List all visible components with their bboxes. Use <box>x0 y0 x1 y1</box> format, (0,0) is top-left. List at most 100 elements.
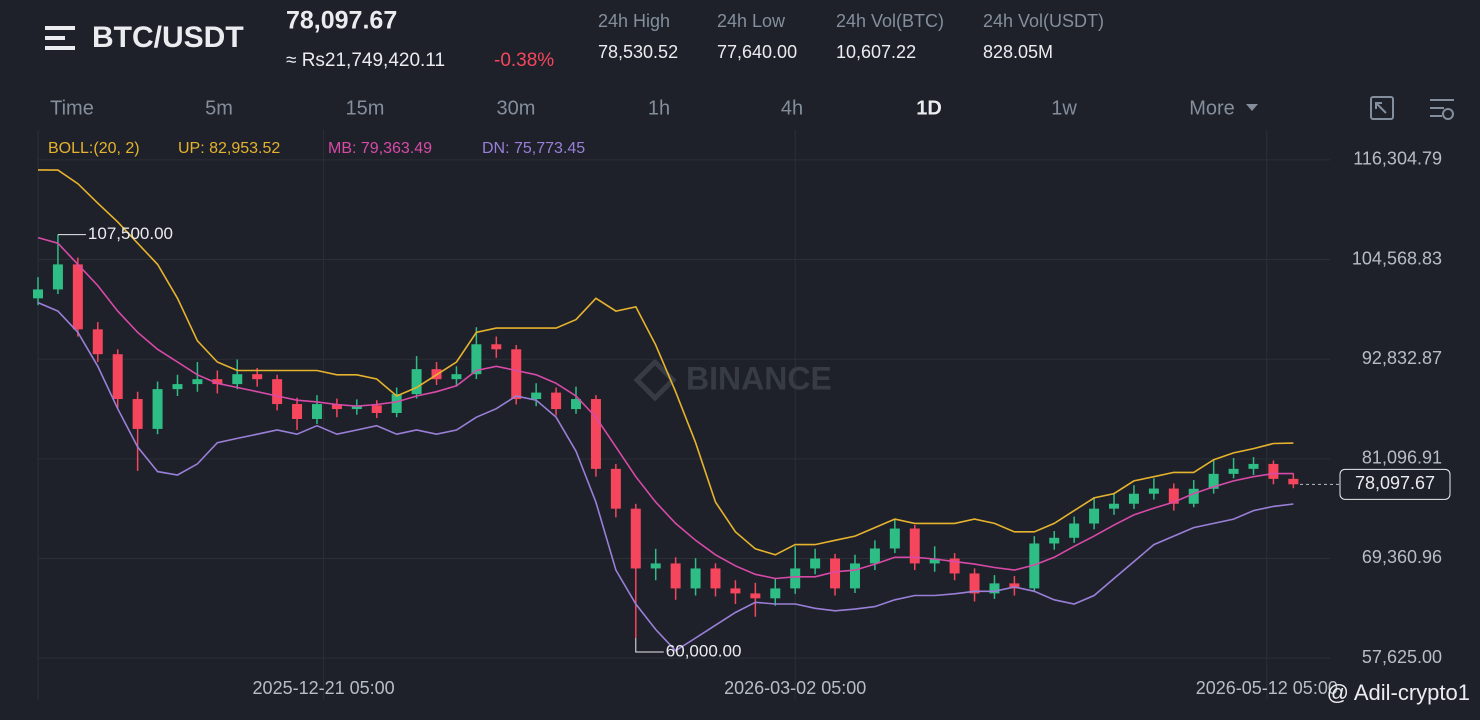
candle-body <box>371 405 382 413</box>
candle-body <box>72 264 83 330</box>
candle-body <box>1148 488 1159 494</box>
candle-body <box>690 568 701 589</box>
y-tick-label: 92,832.87 <box>1362 348 1442 368</box>
x-tick-label: 2026-03-02 05:00 <box>724 678 866 698</box>
candle-body <box>491 344 502 350</box>
candle-body <box>52 264 63 290</box>
candle-body <box>849 563 860 589</box>
interval-tab[interactable]: 4h <box>781 97 803 119</box>
candle-body <box>1009 583 1020 589</box>
candle-body <box>292 404 303 419</box>
candle-body <box>590 399 601 469</box>
candle-body <box>1089 508 1100 524</box>
watermark-logo <box>633 358 677 402</box>
candle-body <box>770 588 781 599</box>
candle-body <box>1029 543 1040 589</box>
band-line <box>37 169 1294 556</box>
candle-body <box>869 548 880 564</box>
candle-body <box>949 558 960 574</box>
interval-tab[interactable]: 15m <box>346 97 385 119</box>
credit: @ Adil-crypto1 <box>1327 680 1470 705</box>
candle-body <box>33 289 43 299</box>
stat-label: 24h High <box>598 11 670 31</box>
y-tick-label: 81,096.91 <box>1362 448 1442 468</box>
candle-body <box>909 528 920 564</box>
stat-value: 77,640.00 <box>717 42 797 62</box>
candle-body <box>1228 468 1239 474</box>
interval-tab[interactable]: 5m <box>205 97 233 119</box>
candle-body <box>1188 488 1199 504</box>
y-tick-label: 57,625.00 <box>1362 647 1442 667</box>
legend-entry: UP: 82,953.52 <box>178 140 280 157</box>
price-tag-box <box>1339 468 1451 500</box>
candle-body <box>252 374 263 380</box>
candle-body <box>1069 523 1080 538</box>
candle-body <box>571 399 582 410</box>
candle-body <box>451 374 462 380</box>
candle-body <box>969 573 980 594</box>
interval-tab[interactable]: Time <box>50 97 94 119</box>
candle-body <box>112 354 123 400</box>
indicator-label: BOLL:(20, 2) <box>48 140 140 157</box>
candle-body <box>531 392 542 400</box>
candle-body <box>929 558 940 564</box>
candle-body <box>1288 478 1299 485</box>
y-tick-label: 104,568.83 <box>1352 248 1442 268</box>
candle-body <box>551 392 562 410</box>
settings-icon[interactable] <box>1430 99 1454 120</box>
candle-body <box>391 394 402 413</box>
candle-body <box>630 508 641 569</box>
candle-body <box>810 558 821 569</box>
candle-body <box>730 588 741 594</box>
annotation-label: 107,500.00 <box>88 224 173 243</box>
candle-body <box>889 528 900 549</box>
candle-body <box>750 593 761 599</box>
interval-tab[interactable]: 1h <box>648 97 670 119</box>
band-line <box>37 236 1294 580</box>
price-change: -0.38% <box>494 50 554 71</box>
candle-body <box>272 379 283 405</box>
candle-body <box>152 389 163 429</box>
candle-body <box>1248 463 1259 469</box>
annotation-label: 60,000.00 <box>666 641 742 660</box>
candle-body <box>1128 493 1139 504</box>
price-tag-label: 78,097.67 <box>1355 473 1435 493</box>
candle-body <box>311 404 322 419</box>
fiat-price: ≈ Rs21,749,420.11 <box>286 50 445 71</box>
candle-body <box>511 349 522 400</box>
stat-label: 24h Vol(USDT) <box>983 11 1104 31</box>
candle-body <box>670 563 681 589</box>
dropdown-arrow <box>1246 104 1258 111</box>
candle-body <box>331 404 342 410</box>
candle-body <box>830 558 841 589</box>
candle-body <box>1109 503 1120 509</box>
candle-body <box>650 563 661 569</box>
candle-body <box>1208 473 1219 489</box>
candle-body <box>192 379 203 385</box>
stat-value: 828.05M <box>983 42 1053 62</box>
x-tick-label: 2026-05-12 05:00 <box>1196 678 1338 698</box>
stat-label: 24h Low <box>717 11 786 31</box>
stat-value: 78,530.52 <box>598 42 678 62</box>
y-tick-label: 116,304.79 <box>1353 149 1442 169</box>
interval-tab[interactable]: 30m <box>497 97 536 119</box>
interval-tab[interactable]: More <box>1189 97 1235 119</box>
candle-body <box>710 568 721 589</box>
band-line <box>37 301 1294 652</box>
menu-icon[interactable] <box>45 26 75 50</box>
candle-body <box>92 329 103 355</box>
chart-type-icon[interactable] <box>1370 96 1394 120</box>
candle-body <box>471 344 482 375</box>
interval-tab[interactable]: 1D <box>916 97 942 119</box>
candle-body <box>132 399 143 429</box>
legend-entry: DN: 75,773.45 <box>482 140 585 157</box>
candle-body <box>610 468 621 509</box>
interval-tab[interactable]: 1w <box>1051 97 1077 119</box>
annotation-connector <box>635 637 664 653</box>
candle-body <box>351 405 362 410</box>
candle-body <box>1268 463 1279 479</box>
stat-label: 24h Vol(BTC) <box>836 11 944 31</box>
